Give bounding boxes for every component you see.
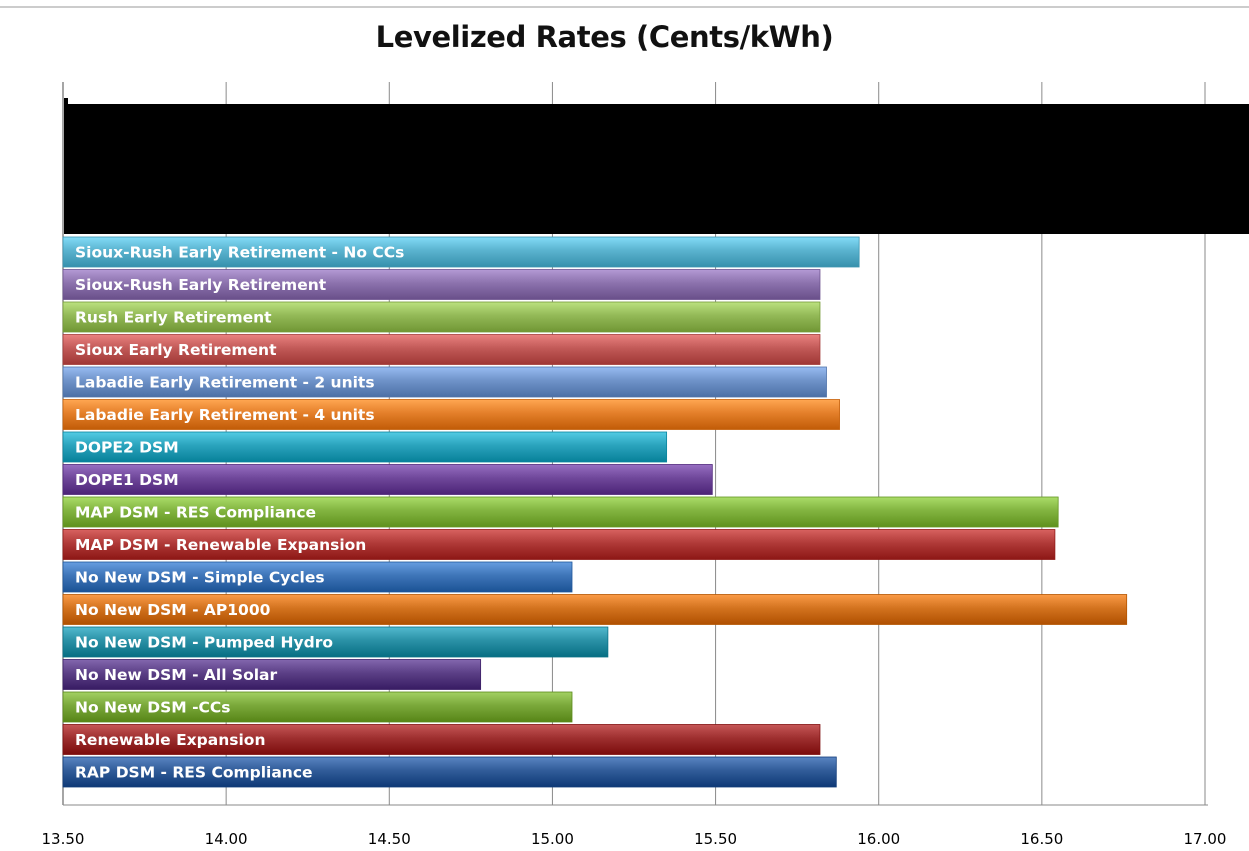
bar (62, 724, 821, 755)
redaction-box-notch (64, 98, 68, 106)
bar-label: No New DSM -CCs (75, 699, 230, 717)
bar-label: DOPE2 DSM (75, 439, 179, 457)
bar-label: Sioux-Rush Early Retirement - No CCs (75, 244, 404, 262)
chart-title: Levelized Rates (Cents/kWh) (375, 20, 834, 54)
bar-label: No New DSM - Simple Cycles (75, 569, 325, 587)
bar-label: MAP DSM - RES Compliance (75, 504, 316, 522)
bar-label: MAP DSM - Renewable Expansion (75, 536, 366, 554)
bar (62, 269, 821, 300)
bar-label: No New DSM - AP1000 (75, 601, 271, 619)
bar (62, 594, 1128, 625)
bar (62, 431, 668, 463)
x-tick-label: 14.00 (205, 830, 248, 848)
bar (62, 529, 1056, 560)
bar (62, 626, 609, 658)
bar (62, 301, 821, 333)
bar (62, 496, 1059, 528)
x-tick-label: 14.50 (368, 830, 411, 848)
bar-label: Sioux Early Retirement (75, 341, 277, 359)
bar-label: RAP DSM - RES Compliance (75, 764, 313, 782)
x-tick-label: 16.00 (857, 830, 900, 848)
redaction-box (64, 104, 1249, 234)
x-tick-label: 15.00 (531, 830, 574, 848)
bar (62, 691, 573, 723)
bar-label: No New DSM - All Solar (75, 666, 277, 684)
x-tick-label: 16.50 (1020, 830, 1063, 848)
bar (62, 399, 840, 430)
x-tick-label: 13.50 (42, 830, 85, 848)
x-tick-label: 17.00 (1184, 830, 1227, 848)
x-tick-label: 15.50 (694, 830, 737, 848)
bar-label: DOPE1 DSM (75, 471, 179, 489)
bar-label: Sioux-Rush Early Retirement (75, 276, 327, 294)
bar-label: Labadie Early Retirement - 2 units (75, 374, 375, 392)
bar-label: Renewable Expansion (75, 731, 266, 749)
bar (62, 659, 482, 690)
bar (62, 756, 837, 788)
bar (62, 334, 821, 365)
bar (62, 366, 827, 398)
bar-label: Labadie Early Retirement - 4 units (75, 406, 375, 424)
bar (62, 236, 860, 268)
bar-label: No New DSM - Pumped Hydro (75, 634, 333, 652)
bar (62, 561, 573, 593)
bar-label: Rush Early Retirement (75, 309, 272, 327)
bar (62, 464, 713, 495)
